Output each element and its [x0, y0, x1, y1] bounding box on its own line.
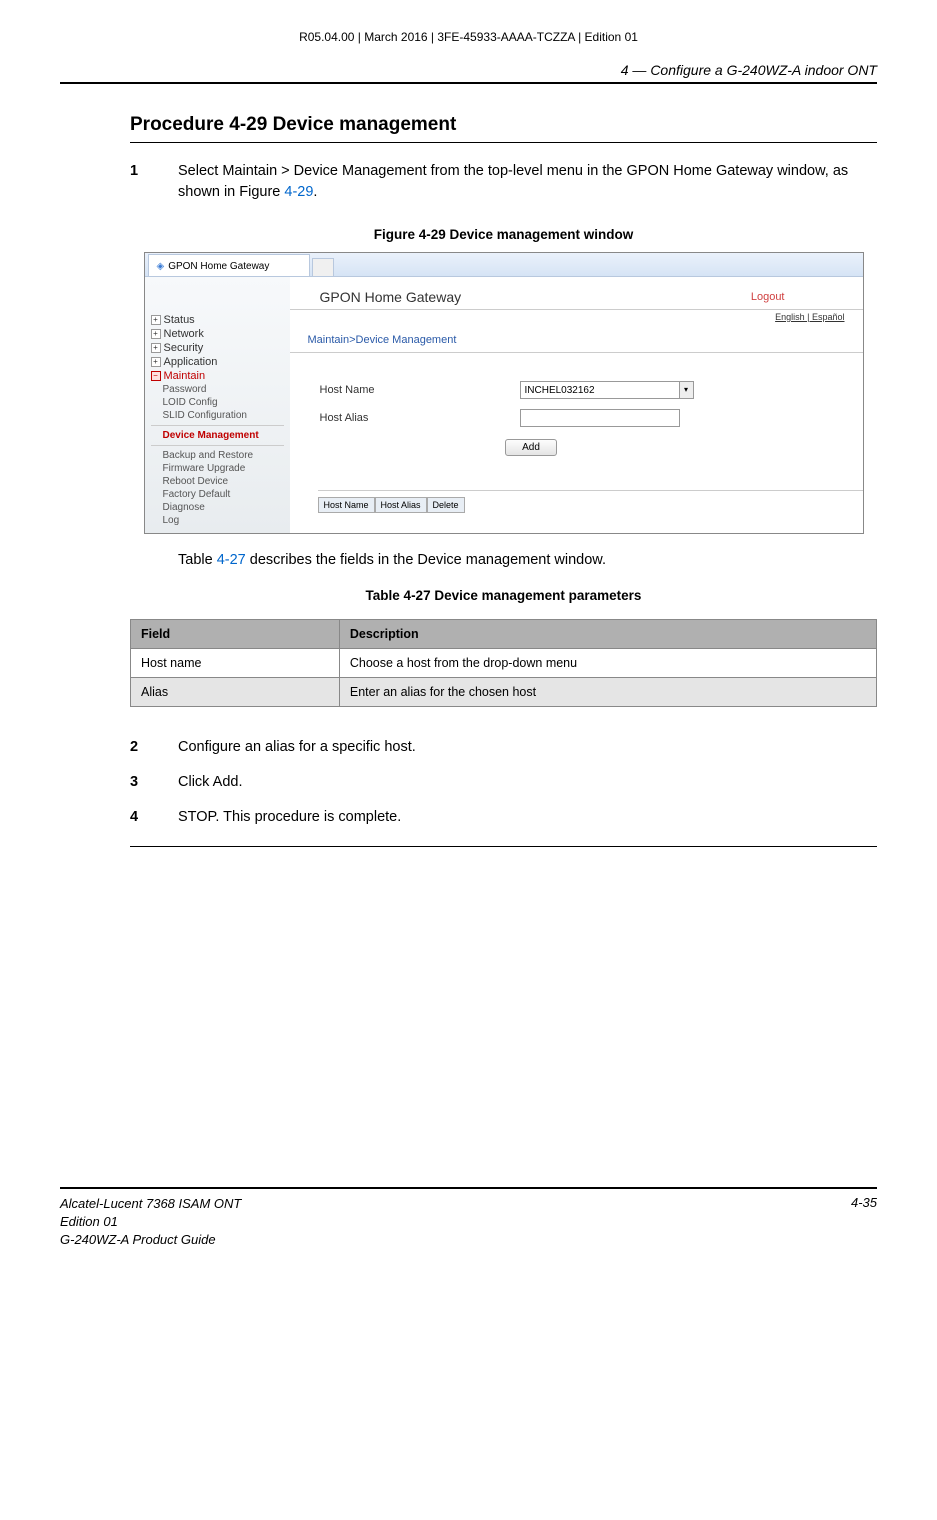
expand-icon: +: [151, 343, 161, 353]
table-ref-link[interactable]: 4-27: [217, 552, 246, 568]
app-title: GPON Home Gateway: [320, 289, 751, 305]
step-number: 3: [130, 772, 178, 793]
nav-diagnose[interactable]: Diagnose: [151, 501, 284, 514]
expand-icon: +: [151, 357, 161, 367]
table-intro-a: Table: [178, 552, 217, 568]
grid-header-delete: Delete: [427, 497, 465, 513]
step-4: 4 STOP. This procedure is complete.: [130, 807, 877, 828]
nav-label: Status: [164, 314, 195, 326]
figure-caption: Figure 4-29 Device management window: [130, 227, 877, 242]
td-desc: Choose a host from the drop-down menu: [339, 649, 876, 678]
browser-tab-blank[interactable]: [312, 258, 334, 276]
nav-label: Maintain: [164, 370, 206, 382]
main-panel: GPON Home Gateway Logout English | Españ…: [290, 277, 863, 533]
td-desc: Enter an alias for the chosen host: [339, 678, 876, 707]
parameters-table: Field Description Host name Choose a hos…: [130, 619, 877, 707]
host-name-label: Host Name: [320, 384, 520, 396]
nav-maintain[interactable]: −Maintain: [151, 369, 284, 383]
nav-application[interactable]: +Application: [151, 355, 284, 369]
step-2: 2 Configure an alias for a specific host…: [130, 737, 877, 758]
step-text: Configure an alias for a specific host.: [178, 737, 877, 758]
nav-factory[interactable]: Factory Default: [151, 488, 284, 501]
footer-line-2: Edition 01: [60, 1213, 241, 1231]
nav-reboot[interactable]: Reboot Device: [151, 475, 284, 488]
step-number: 2: [130, 737, 178, 758]
table-caption: Table 4-27 Device management parameters: [130, 588, 877, 603]
alias-grid: Host Name Host Alias Delete: [318, 490, 863, 513]
section-header: 4 — Configure a G-240WZ-A indoor ONT: [60, 62, 877, 84]
step-text: STOP. This procedure is complete.: [178, 807, 877, 828]
grid-header-hostalias: Host Alias: [375, 497, 427, 513]
figure-ref-link[interactable]: 4-29: [284, 184, 313, 200]
host-alias-input[interactable]: [520, 409, 680, 427]
step-number: 4: [130, 807, 178, 828]
nav-slid[interactable]: SLID Configuration: [151, 409, 284, 422]
nav-label: Security: [164, 342, 204, 354]
th-field: Field: [131, 620, 340, 649]
logout-link[interactable]: Logout: [751, 291, 785, 303]
device-form: Host Name ▾ Host Alias Add: [290, 353, 863, 482]
add-button[interactable]: Add: [505, 439, 557, 456]
nav-security[interactable]: +Security: [151, 341, 284, 355]
page-number: 4-35: [851, 1195, 877, 1250]
step-3: 3 Click Add.: [130, 772, 877, 793]
step-text-a: Select Maintain > Device Management from…: [178, 163, 848, 200]
dropdown-arrow-icon[interactable]: ▾: [680, 381, 694, 399]
nav-label: Network: [164, 328, 204, 340]
browser-tabbar: ◈ GPON Home Gateway: [145, 253, 863, 277]
page-footer: Alcatel-Lucent 7368 ISAM ONT Edition 01 …: [60, 1187, 877, 1250]
procedure-end-rule: [130, 846, 877, 847]
step-1: 1 Select Maintain > Device Management fr…: [130, 161, 877, 203]
collapse-icon: −: [151, 371, 161, 381]
device-management-screenshot: ◈ GPON Home Gateway +Status +Network +Se…: [144, 252, 864, 534]
ie-icon: ◈: [157, 261, 165, 272]
host-alias-label: Host Alias: [320, 412, 520, 424]
step-text: Select Maintain > Device Management from…: [178, 161, 877, 203]
step-text-b: .: [313, 184, 317, 200]
host-name-dropdown[interactable]: [520, 381, 680, 399]
expand-icon: +: [151, 329, 161, 339]
footer-line-1: Alcatel-Lucent 7368 ISAM ONT: [60, 1195, 241, 1213]
step-text: Click Add.: [178, 772, 877, 793]
procedure-title: Procedure 4-29 Device management: [130, 114, 877, 143]
browser-tab-active[interactable]: ◈ GPON Home Gateway: [148, 254, 311, 276]
nav-status[interactable]: +Status: [151, 313, 284, 327]
titlebar: GPON Home Gateway Logout: [290, 277, 863, 310]
language-switch[interactable]: English | Español: [290, 310, 863, 326]
nav-log[interactable]: Log: [151, 514, 284, 527]
sidebar-nav: +Status +Network +Security +Application …: [145, 277, 290, 533]
breadcrumb: Maintain>Device Management: [290, 326, 863, 353]
table-intro: Table 4-27 describes the fields in the D…: [178, 552, 877, 568]
nav-network[interactable]: +Network: [151, 327, 284, 341]
td-field: Alias: [131, 678, 340, 707]
footer-line-3: G-240WZ-A Product Guide: [60, 1231, 241, 1249]
td-field: Host name: [131, 649, 340, 678]
tab-label: GPON Home Gateway: [168, 261, 269, 272]
th-description: Description: [339, 620, 876, 649]
step-number: 1: [130, 161, 178, 203]
nav-password[interactable]: Password: [151, 383, 284, 396]
nav-loid[interactable]: LOID Config: [151, 396, 284, 409]
doc-header-line: R05.04.00 | March 2016 | 3FE-45933-AAAA-…: [60, 30, 877, 44]
expand-icon: +: [151, 315, 161, 325]
nav-label: Application: [164, 356, 218, 368]
table-intro-b: describes the fields in the Device manag…: [246, 552, 606, 568]
grid-header-hostname: Host Name: [318, 497, 375, 513]
